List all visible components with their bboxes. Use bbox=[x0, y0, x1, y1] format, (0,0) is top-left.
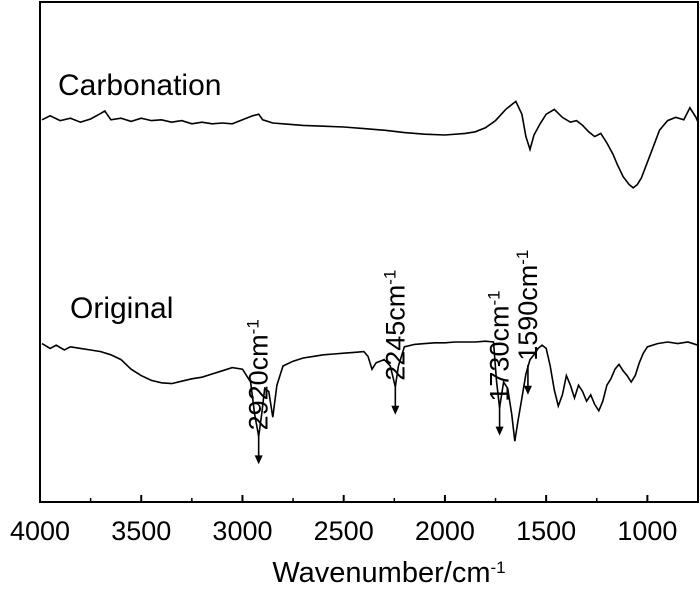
plot-frame bbox=[39, 1, 699, 503]
annotation-label-superscript: -1 bbox=[484, 290, 503, 305]
peak-annotation-1590: 1590cm-1 bbox=[512, 250, 543, 395]
peak-annotation-2245: 2245cm-1 bbox=[380, 270, 411, 415]
annotation-label-2245: 2245cm-1 bbox=[380, 270, 411, 381]
x-tick-label-1500: 1500 bbox=[516, 516, 576, 546]
peak-annotation-2920: 2920cm-1 bbox=[243, 319, 274, 465]
series-label-carbonation: Carbonation bbox=[58, 69, 221, 102]
x-axis-title: Wavenumber/cm-1 bbox=[272, 557, 505, 589]
annotation-label-text: 1730cm bbox=[485, 306, 515, 402]
x-tick-label-3500: 3500 bbox=[111, 516, 171, 546]
annotation-arrow-head bbox=[495, 426, 504, 436]
x-tick-label-3000: 3000 bbox=[212, 516, 272, 546]
annotation-label-superscript: -1 bbox=[512, 250, 531, 265]
annotation-label-1590: 1590cm-1 bbox=[512, 250, 543, 361]
x-axis-title-superscript: -1 bbox=[490, 558, 505, 577]
annotation-label-1730: 1730cm-1 bbox=[484, 290, 515, 401]
annotation-label-superscript: -1 bbox=[243, 319, 262, 334]
annotation-label-text: 2245cm bbox=[380, 285, 410, 381]
annotation-arrow-head bbox=[391, 405, 400, 415]
x-tick-label-2500: 2500 bbox=[314, 516, 374, 546]
annotation-label-2920: 2920cm-1 bbox=[243, 319, 274, 430]
series-line-original bbox=[41, 340, 699, 442]
x-tick-label-4000: 4000 bbox=[10, 516, 70, 546]
series-labels: Carbonation Original bbox=[58, 69, 221, 325]
x-axis: 4000 3500 3000 2500 2000 1500 1000 bbox=[10, 495, 677, 546]
annotation-label-superscript: -1 bbox=[380, 270, 399, 285]
x-tick-label-1000: 1000 bbox=[617, 516, 677, 546]
x-axis-title-text: Wavenumber/cm bbox=[272, 557, 490, 589]
peak-annotation-1730: 1730cm-1 bbox=[484, 290, 515, 436]
annotation-label-text: 1590cm bbox=[513, 265, 543, 361]
series-line-carbonation bbox=[41, 100, 699, 189]
annotation-label-text: 2920cm bbox=[244, 334, 274, 430]
annotation-arrow-head bbox=[523, 385, 532, 395]
x-tick-label-2000: 2000 bbox=[415, 516, 475, 546]
annotation-arrow-head bbox=[254, 455, 263, 465]
series-label-original: Original bbox=[70, 292, 173, 325]
spectra-curves bbox=[41, 100, 699, 442]
